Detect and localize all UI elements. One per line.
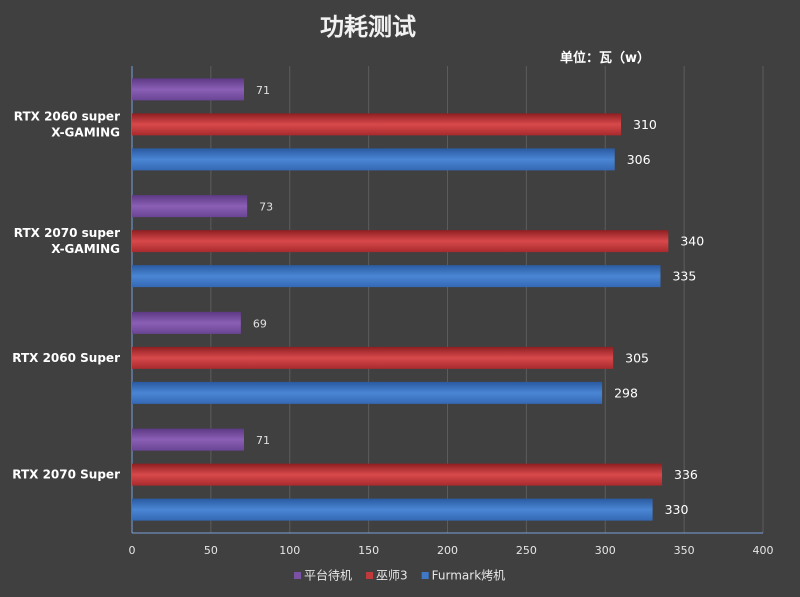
bar (132, 381, 603, 404)
category-label: RTX 2070 super X-GAMING (14, 226, 120, 256)
category-label: RTX 2060 super X-GAMING (14, 109, 120, 139)
bar (132, 346, 614, 369)
legend-label: Furmark烤机 (432, 568, 506, 583)
data-label: 305 (625, 350, 649, 365)
legend-label: 巫师3 (376, 569, 408, 583)
bar (132, 265, 661, 288)
data-label: 73 (259, 201, 273, 214)
x-tick-label: 200 (437, 544, 458, 557)
legend-item[interactable]: 平台待机 (294, 568, 352, 583)
category-labels: RTX 2060 super X-GAMING RTX 2070 super X-GA… (12, 109, 120, 481)
legend[interactable]: 平台待机 巫师3 Furmark烤机 (294, 568, 505, 583)
x-tick-label: 100 (279, 544, 300, 557)
chart-title: 功耗测试 (320, 13, 416, 41)
x-tick-label: 250 (516, 544, 537, 557)
bar (132, 230, 669, 253)
legend-swatch (421, 572, 429, 579)
x-tick-label: 400 (753, 544, 774, 557)
data-label: 336 (674, 467, 698, 482)
legend-swatch (294, 572, 301, 579)
data-label: 340 (680, 234, 704, 249)
unit-label: 单位：瓦（w） (560, 50, 650, 66)
data-label: 69 (253, 317, 267, 330)
gridlines (131, 66, 764, 534)
bar (132, 195, 248, 218)
legend-label: 平台待机 (304, 568, 352, 583)
data-label: 298 (614, 385, 638, 400)
legend-swatch (366, 572, 374, 579)
x-tick-label: 350 (674, 544, 695, 557)
bar (132, 498, 653, 521)
data-labels: 71 310 306 73 340 335 69 305 298 71 336 330 (253, 84, 704, 517)
data-label: 306 (627, 152, 651, 167)
legend-item[interactable]: Furmark烤机 (421, 568, 506, 583)
data-label: 330 (665, 502, 689, 517)
bar (132, 463, 663, 486)
data-label: 310 (633, 117, 657, 132)
x-tick-labels: 0 50 100 150 200 250 300 350 400 (129, 544, 774, 557)
x-tick-label: 300 (595, 544, 616, 557)
data-label: 335 (672, 269, 696, 284)
bar (132, 148, 615, 171)
x-tick-label: 0 (129, 544, 136, 557)
bars (132, 78, 669, 521)
bar (132, 78, 245, 101)
x-tick-label: 150 (358, 544, 379, 557)
legend-item[interactable]: 巫师3 (366, 569, 408, 583)
data-label: 71 (256, 434, 270, 447)
bar (132, 428, 245, 451)
category-label: RTX 2060 Super (12, 351, 120, 365)
bar (132, 311, 241, 334)
x-tick-label: 50 (204, 544, 218, 557)
category-label: RTX 2070 Super (12, 468, 120, 482)
bar (132, 113, 622, 136)
data-label: 71 (256, 84, 270, 97)
